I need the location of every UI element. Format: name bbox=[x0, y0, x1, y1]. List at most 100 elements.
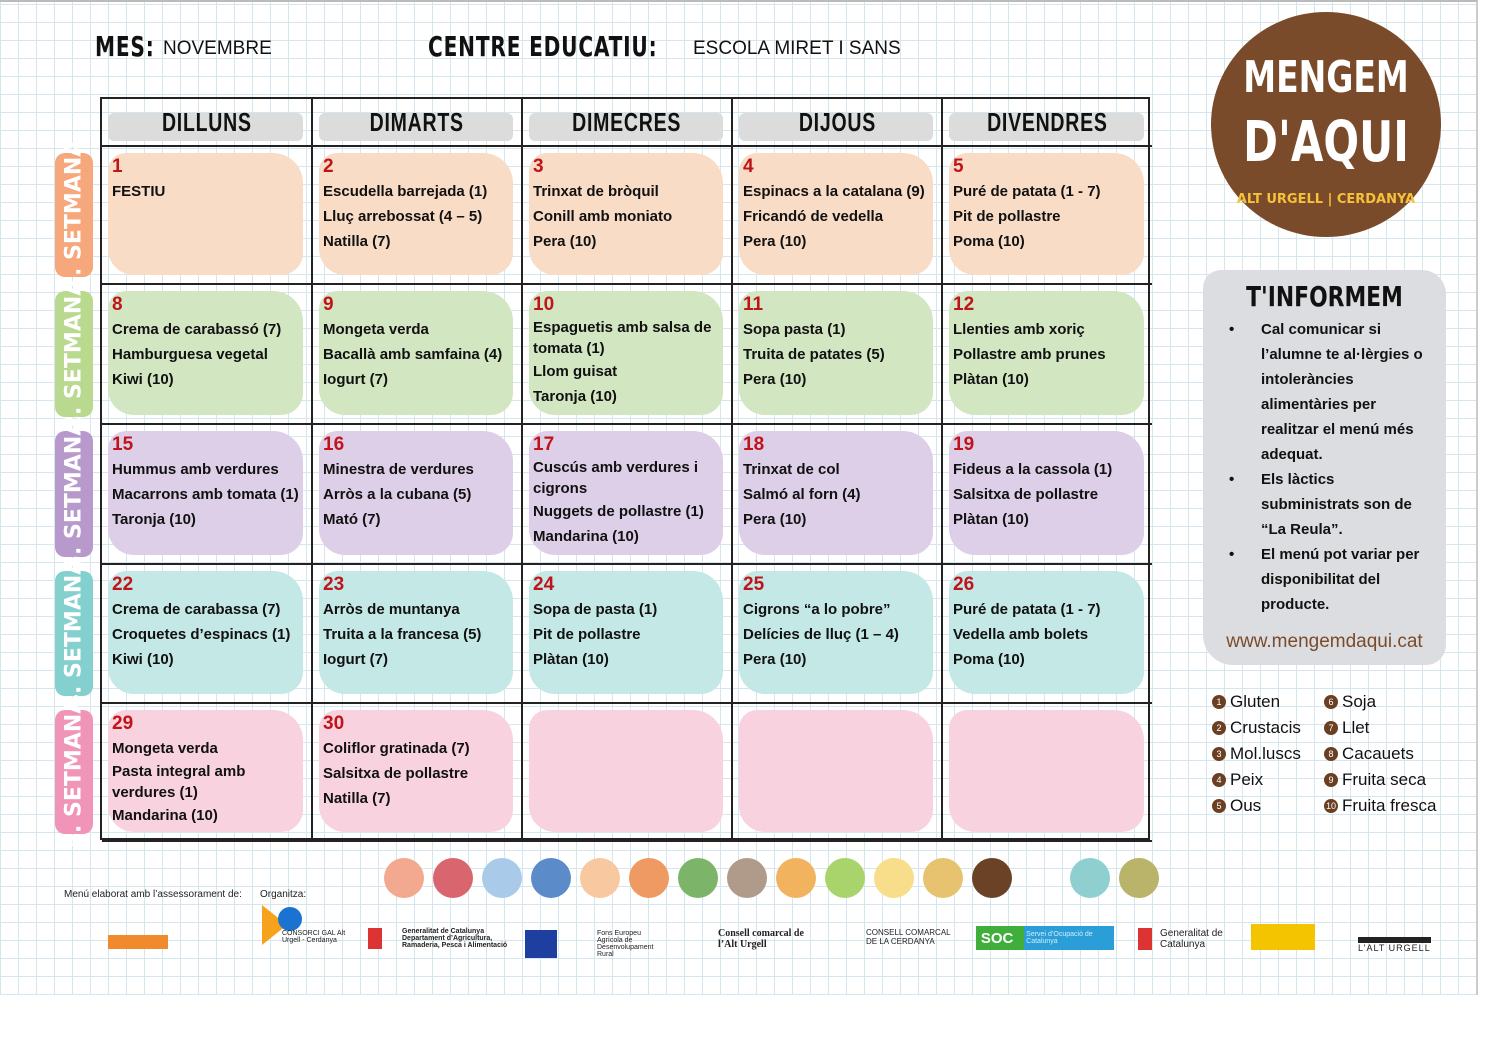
cell-bg bbox=[949, 291, 1144, 415]
cell-bg bbox=[319, 153, 513, 275]
day-number: 1 bbox=[112, 156, 123, 177]
week-label: 5. SETMANA bbox=[55, 696, 93, 848]
week-label: 4. SETMANA bbox=[55, 558, 93, 709]
generalitat-agri-logo: Generalitat de Catalunya Departament d’A… bbox=[368, 928, 508, 949]
menu-item: Mandarina (10) bbox=[112, 807, 218, 824]
day-number: 23 bbox=[323, 574, 345, 595]
menu-item: Plàtan (10) bbox=[533, 651, 609, 668]
menu-item: Pollastre amb prunes bbox=[953, 346, 1106, 363]
allergen-icon bbox=[531, 858, 571, 898]
menu-item: Espinacs a la catalana (9) bbox=[743, 183, 925, 200]
menu-day-cell: 11 Sopa pasta (1) Truita de patates (5) Per… bbox=[733, 285, 943, 425]
menu-day-cell: 8 Crema de carabassó (7) Hamburguesa veget… bbox=[102, 285, 313, 425]
alt-urgell-logo: L’ALT URGELL bbox=[1358, 937, 1431, 953]
centre-label: CENTRE EDUCATIU: bbox=[428, 30, 658, 63]
allergen-number-icon: 2 bbox=[1212, 721, 1226, 735]
menu-item: Bacallà amb samfaina (4) bbox=[323, 346, 503, 363]
menu-item: Hummus amb verdures bbox=[112, 461, 279, 478]
cc-alt-urgell-logo: Consell comarcal de l’Alt Urgell bbox=[718, 928, 804, 950]
menu-item: Pera (10) bbox=[743, 651, 807, 668]
menu-day-cell: 24 Sopa de pasta (1) Pit de pollastre Plàta… bbox=[523, 565, 733, 704]
allergen-item: 8 Cacauets bbox=[1324, 744, 1452, 764]
menu-item: Macarrons amb tomata (1) bbox=[112, 486, 299, 503]
day-number: 5 bbox=[953, 156, 964, 177]
menu-item: Kiwi (10) bbox=[112, 651, 174, 668]
info-panel: T'INFORMEM • Cal comunicar si l’alumne te… bbox=[1203, 270, 1446, 665]
feader-logo: Fons Europeu Agrícola de Desenvolupament… bbox=[525, 930, 665, 958]
allergen-icon bbox=[1021, 858, 1061, 898]
menu-item: Mongeta verda bbox=[112, 740, 218, 757]
menu-item: Lluç arrebossat (4 – 5) bbox=[323, 208, 483, 225]
cell-bg bbox=[108, 571, 303, 694]
allergen-icon bbox=[972, 858, 1012, 898]
menu-item: Iogurt (7) bbox=[323, 371, 388, 388]
allergen-name: Soja bbox=[1342, 692, 1377, 711]
menu-item: FESTIU bbox=[112, 183, 166, 200]
menu-item: Iogurt (7) bbox=[323, 651, 388, 668]
header-bg bbox=[529, 113, 723, 141]
menu-day-cell: 1 FESTIU bbox=[102, 147, 313, 285]
menu-day-cell: 26 Puré de patata (1 - 7) Vedella amb bole… bbox=[943, 565, 1152, 704]
day-number: 15 bbox=[112, 434, 134, 455]
menu-item: Pasta integral amb verdures (1) bbox=[112, 763, 246, 801]
allergen-number-icon: 8 bbox=[1324, 747, 1338, 761]
allergen-number-icon: 7 bbox=[1324, 721, 1338, 735]
soc-subtext: Servei d’Ocupació de Catalunya bbox=[1026, 931, 1093, 945]
day-name: DIJOUS bbox=[798, 106, 876, 137]
allergen-item: 2 Crustacis bbox=[1212, 718, 1324, 738]
menu-item: Mandarina (10) bbox=[533, 528, 639, 545]
day-number: 2 bbox=[323, 156, 334, 177]
allergen-item: 1 Gluten bbox=[1212, 692, 1324, 712]
menu-item: Espaguetis amb salsa de tomata (1) bbox=[533, 319, 712, 357]
menu-item: Minestra de verdures bbox=[323, 461, 474, 478]
cell-bg bbox=[529, 710, 723, 832]
menu-day-cell: 12 Llenties amb xoriç Pollastre amb prunes… bbox=[943, 285, 1152, 425]
cell-bg bbox=[319, 291, 513, 415]
menu-day-cell: 9 Mongeta verda Bacallà amb samfaina (4) Io… bbox=[313, 285, 523, 425]
cell-bg bbox=[108, 710, 303, 832]
day-number: 3 bbox=[533, 156, 544, 177]
allergen-icon bbox=[384, 858, 424, 898]
spain-gov-logo bbox=[1251, 924, 1315, 950]
menu-item: Cigrons “a lo pobre” bbox=[743, 601, 891, 618]
menu-item: Salsitxa de pollastre bbox=[323, 765, 469, 782]
menu-item: Natilla (7) bbox=[323, 790, 391, 807]
organitza-text: Organitza: bbox=[260, 889, 307, 900]
menu-day-cell: 5 Puré de patata (1 - 7) Pit de pollastre P… bbox=[943, 147, 1152, 285]
menu-item: Arròs a la cubana (5) bbox=[323, 486, 472, 503]
menu-day-cell: 23 Arròs de muntanya Truita a la francesa … bbox=[313, 565, 523, 704]
allergen-icon bbox=[433, 858, 473, 898]
website-link[interactable]: www.mengemdaqui.cat bbox=[1226, 631, 1423, 652]
menu-item: Nuggets de pollastre (1) bbox=[533, 503, 704, 520]
menu-day-cell: 19 Fideus a la cassola (1) Salsitxa de pol… bbox=[943, 425, 1152, 565]
menu-item: Puré de patata (1 - 7) bbox=[953, 601, 1101, 618]
day-number: 4 bbox=[743, 156, 754, 177]
bullet-text: Els làctics subministrats son de “La Reu… bbox=[1261, 471, 1412, 538]
allergen-icon bbox=[580, 858, 620, 898]
menu-item: Fricandó de vedella bbox=[743, 208, 884, 225]
allergen-name: Crustacis bbox=[1230, 718, 1301, 737]
menu-day-cell bbox=[523, 704, 733, 842]
day-name: DIVENDRES bbox=[987, 106, 1108, 137]
month-value: NOVEMBRE bbox=[163, 38, 272, 59]
allergen-icon bbox=[727, 858, 767, 898]
allergen-number-icon: 10 bbox=[1324, 799, 1338, 813]
soc-text: SOC bbox=[980, 929, 1014, 947]
cell-bg bbox=[739, 571, 933, 694]
menu-item: Conill amb moniato bbox=[533, 208, 673, 225]
cell-bg bbox=[319, 710, 513, 832]
cell-bg bbox=[739, 291, 933, 415]
menu-item: Hamburguesa vegetal bbox=[112, 346, 268, 363]
allergen-icon bbox=[825, 858, 865, 898]
day-number: 25 bbox=[743, 574, 765, 595]
logo-subtext: ALT URGELL | CERDANYA bbox=[1236, 192, 1416, 207]
allergen-icon bbox=[1070, 858, 1110, 898]
day-number: 22 bbox=[112, 574, 134, 595]
consorci-text: CONSORCI GAL Alt Urgell - Cerdanya bbox=[282, 930, 346, 944]
day-number: 12 bbox=[953, 294, 975, 315]
menu-day-cell: 17 Cuscús amb verdures i cigrons Nuggets d… bbox=[523, 425, 733, 565]
cell-bg bbox=[108, 291, 303, 415]
menu-item: Sopa de pasta (1) bbox=[533, 601, 658, 618]
cell-bg bbox=[108, 153, 303, 275]
cell-bg bbox=[529, 153, 723, 275]
